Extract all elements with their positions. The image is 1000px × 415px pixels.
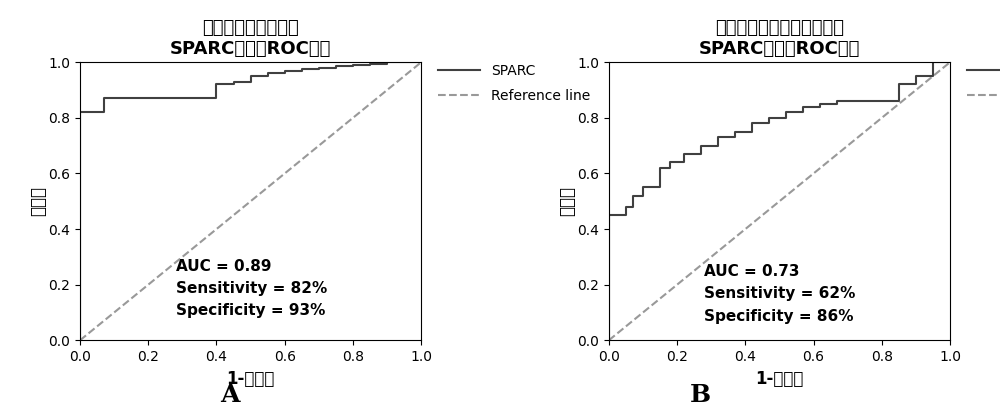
- SPARC: [910, 82, 922, 87]
- SPARC: [848, 99, 860, 104]
- SPARC: [678, 160, 690, 165]
- Title: 正常组和肝癌患者组
SPARC蛋白的ROC曲线: 正常组和肝癌患者组 SPARC蛋白的ROC曲线: [170, 19, 331, 58]
- SPARC: [245, 79, 257, 84]
- SPARC: [627, 204, 639, 209]
- SPARC: [74, 338, 86, 343]
- Text: B: B: [689, 383, 711, 407]
- SPARC: [927, 60, 939, 65]
- SPARC: [712, 143, 724, 148]
- SPARC: [381, 60, 393, 65]
- SPARC: [893, 99, 905, 104]
- SPARC: [944, 60, 956, 65]
- SPARC: [603, 212, 615, 217]
- SPARC: [746, 129, 758, 134]
- SPARC: [654, 185, 666, 190]
- Text: A: A: [220, 383, 240, 407]
- Legend: SPARC, Reference line: SPARC, Reference line: [967, 63, 1000, 103]
- SPARC: [364, 61, 376, 66]
- SPARC: [313, 65, 325, 70]
- SPARC: [415, 60, 427, 65]
- SPARC: [695, 151, 707, 156]
- SPARC: [797, 104, 809, 109]
- SPARC: [381, 61, 393, 66]
- SPARC: [296, 68, 308, 73]
- SPARC: [347, 63, 359, 68]
- SPARC: [262, 71, 274, 76]
- SPARC: [746, 121, 758, 126]
- SPARC: [74, 115, 86, 120]
- SPARC: [296, 67, 308, 72]
- SPARC: [98, 96, 110, 101]
- SPARC: [74, 199, 86, 204]
- SPARC: [364, 63, 376, 68]
- SPARC: [262, 74, 274, 79]
- SPARC: [893, 82, 905, 87]
- SPARC: [603, 338, 615, 343]
- Title: 肝硬化患者组和肝癌患者组
SPARC蛋白的ROC曲线: 肝硬化患者组和肝癌患者组 SPARC蛋白的ROC曲线: [699, 19, 860, 58]
- SPARC: [780, 110, 792, 115]
- X-axis label: 1-特异度: 1-特异度: [755, 370, 804, 388]
- SPARC: [910, 74, 922, 79]
- SPARC: [678, 151, 690, 156]
- SPARC: [814, 104, 826, 109]
- SPARC: [763, 121, 775, 126]
- SPARC: [627, 193, 639, 198]
- SPARC: [695, 143, 707, 148]
- SPARC: [664, 160, 676, 165]
- SPARC: [74, 110, 86, 115]
- SPARC: [729, 129, 741, 134]
- Y-axis label: 灵敏度: 灵敏度: [29, 186, 47, 216]
- SPARC: [729, 135, 741, 140]
- SPARC: [814, 102, 826, 107]
- SPARC: [654, 166, 666, 171]
- SPARC: [831, 99, 843, 104]
- X-axis label: 1-特异度: 1-特异度: [226, 370, 275, 388]
- Text: AUC = 0.73
Sensitivity = 62%
Specificity = 86%: AUC = 0.73 Sensitivity = 62% Specificity…: [704, 264, 856, 324]
- SPARC: [330, 64, 342, 69]
- SPARC: [712, 135, 724, 140]
- SPARC: [797, 110, 809, 115]
- SPARC: [780, 115, 792, 120]
- SPARC: [228, 79, 240, 84]
- SPARC: [313, 67, 325, 72]
- SPARC: [415, 60, 427, 65]
- SPARC: [831, 102, 843, 107]
- Text: AUC = 0.89
Sensitivity = 82%
Specificity = 93%: AUC = 0.89 Sensitivity = 82% Specificity…: [176, 259, 327, 318]
- SPARC: [848, 99, 860, 104]
- SPARC: [279, 71, 291, 76]
- Line: SPARC: SPARC: [80, 62, 421, 340]
- SPARC: [347, 64, 359, 69]
- SPARC: [245, 74, 257, 79]
- SPARC: [210, 82, 222, 87]
- SPARC: [603, 221, 615, 226]
- SPARC: [927, 74, 939, 79]
- SPARC: [763, 115, 775, 120]
- SPARC: [620, 204, 632, 209]
- SPARC: [98, 110, 110, 115]
- Line: SPARC: SPARC: [609, 62, 950, 340]
- SPARC: [664, 166, 676, 171]
- Legend: SPARC, Reference line: SPARC, Reference line: [438, 63, 590, 103]
- SPARC: [330, 65, 342, 70]
- SPARC: [228, 82, 240, 87]
- Y-axis label: 灵敏度: 灵敏度: [558, 186, 576, 216]
- SPARC: [637, 193, 649, 198]
- SPARC: [637, 185, 649, 190]
- SPARC: [279, 68, 291, 73]
- SPARC: [620, 212, 632, 217]
- SPARC: [210, 96, 222, 101]
